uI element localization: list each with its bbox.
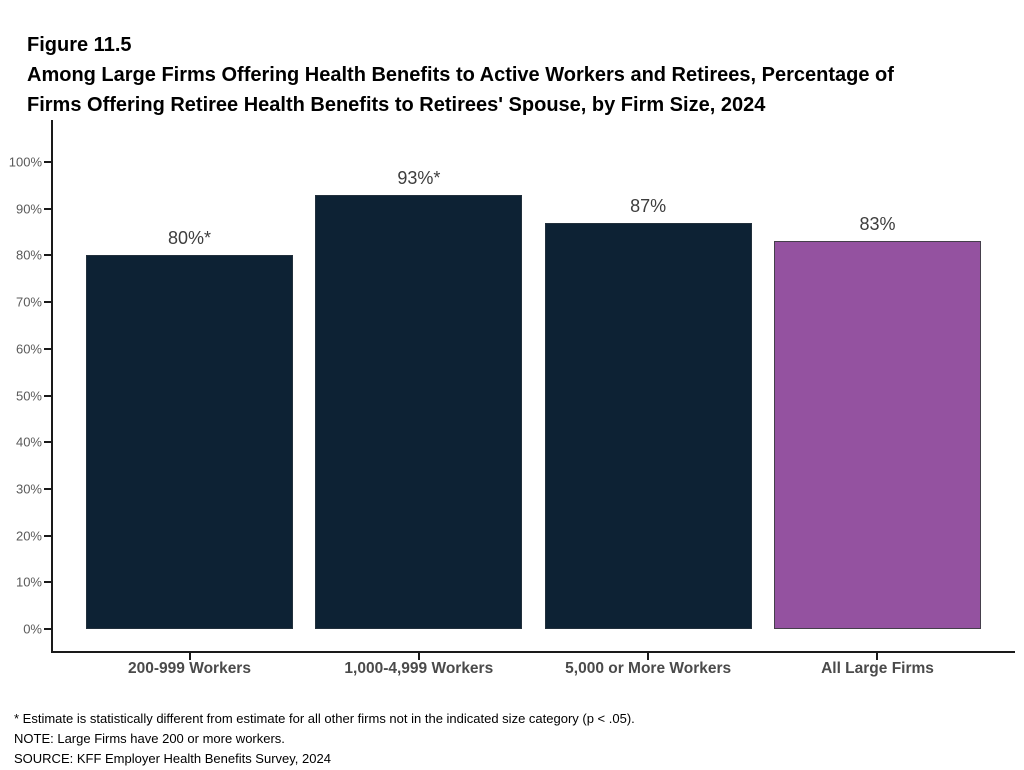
bar — [315, 194, 523, 629]
y-axis-tick — [44, 254, 52, 257]
bar — [773, 241, 981, 629]
footnote-source: SOURCE: KFF Employer Health Benefits Sur… — [14, 751, 331, 766]
x-axis-category-label: 200-999 Workers — [128, 660, 251, 677]
y-axis-tick — [44, 301, 52, 304]
figure-header: Figure 11.5 Among Large Firms Offering H… — [27, 30, 894, 120]
y-axis-tick — [44, 161, 52, 163]
bar-value-label: 80%* — [167, 228, 212, 249]
x-axis-tick — [647, 652, 650, 660]
y-axis-tick — [44, 207, 52, 210]
figure-title-line1: Among Large Firms Offering Health Benefi… — [27, 64, 894, 86]
x-axis-tick — [876, 652, 879, 660]
y-axis-tick — [44, 394, 52, 397]
x-axis-category-label: 1,000-4,999 Workers — [344, 660, 494, 677]
y-axis-tick-label: 70% — [15, 294, 42, 310]
y-axis-tick-label: 30% — [15, 481, 42, 497]
y-axis-tick — [44, 534, 52, 537]
bar-value-label: 83% — [859, 214, 896, 235]
x-axis-category-label: All Large Firms — [821, 660, 934, 677]
x-axis-category-label: 5,000 or More Workers — [565, 660, 732, 677]
bar-value-label: 93%* — [397, 167, 441, 188]
figure-label: Figure 11.5 — [27, 34, 132, 56]
y-axis-tick-label: 50% — [15, 388, 42, 403]
y-axis-tick-label: 90% — [15, 201, 42, 217]
y-axis-tick — [44, 487, 52, 490]
y-axis-tick-label: 20% — [15, 528, 42, 544]
footnote-significance: * Estimate is statistically different fr… — [14, 711, 635, 726]
y-axis-tick-label: 80% — [15, 247, 42, 263]
bar — [86, 255, 293, 629]
x-axis-tick — [188, 652, 191, 660]
y-axis-tick — [44, 347, 52, 350]
y-axis-tick-label: 0% — [23, 621, 42, 637]
y-axis-line — [51, 120, 53, 653]
figure-title-line2: Firms Offering Retiree Health Benefits t… — [27, 94, 766, 116]
bar-value-label: 87% — [630, 195, 667, 216]
y-axis-tick — [44, 628, 52, 630]
y-axis-tick-label: 100% — [8, 154, 42, 170]
footnote-note: NOTE: Large Firms have 200 or more worke… — [14, 731, 285, 746]
x-axis-tick — [417, 652, 420, 660]
y-axis-tick-label: 10% — [15, 574, 42, 590]
y-axis-tick-label: 60% — [15, 341, 42, 357]
y-axis-tick — [44, 441, 52, 444]
bar — [544, 222, 752, 629]
y-axis-tick — [44, 581, 52, 584]
footnotes: * Estimate is statistically different fr… — [14, 709, 635, 769]
y-axis-tick-label: 40% — [15, 434, 42, 450]
x-axis-line — [51, 651, 1015, 653]
